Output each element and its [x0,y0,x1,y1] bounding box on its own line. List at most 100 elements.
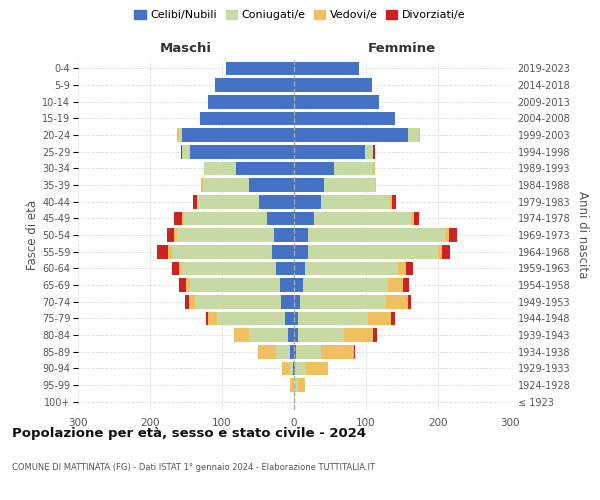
Bar [201,178,203,192]
Bar [193,195,197,208]
Bar [167,228,175,242]
Bar [276,345,290,358]
Bar [294,178,324,192]
Bar [373,162,374,175]
Bar [208,312,217,325]
Bar [294,362,295,375]
Bar [408,128,419,142]
Bar [198,195,259,208]
Bar [365,145,373,158]
Bar [194,295,281,308]
Bar [281,295,294,308]
Bar [226,62,294,75]
Bar [175,212,182,225]
Bar [294,345,296,358]
Bar [298,328,344,342]
Bar [373,328,377,342]
Bar [294,62,359,75]
Bar [300,295,386,308]
Bar [406,262,413,275]
Bar [172,245,272,258]
Bar [294,128,408,142]
Bar [286,312,294,325]
Bar [184,212,266,225]
Bar [181,145,182,158]
Bar [368,312,391,325]
Bar [186,278,190,292]
Bar [274,228,294,242]
Bar [419,128,420,142]
Bar [290,345,294,358]
Bar [204,162,236,175]
Bar [208,95,294,108]
Text: COMUNE DI MATTINATA (FG) - Dati ISTAT 1° gennaio 2024 - Elaborazione TUTTITALIA.: COMUNE DI MATTINATA (FG) - Dati ISTAT 1°… [12,462,375,471]
Bar [168,245,172,258]
Bar [294,328,298,342]
Bar [294,245,308,258]
Bar [293,362,294,375]
Bar [189,295,194,308]
Bar [190,145,294,158]
Bar [185,295,189,308]
Bar [324,178,374,192]
Bar [182,145,190,158]
Bar [344,328,373,342]
Bar [403,278,409,292]
Text: Maschi: Maschi [160,42,212,55]
Bar [308,228,445,242]
Bar [308,245,438,258]
Bar [314,212,412,225]
Bar [442,245,450,258]
Bar [294,112,395,125]
Bar [294,262,305,275]
Bar [390,195,392,208]
Bar [398,262,406,275]
Bar [179,262,182,275]
Bar [294,162,334,175]
Bar [412,212,413,225]
Bar [294,378,298,392]
Bar [294,195,322,208]
Bar [302,278,388,292]
Bar [217,312,286,325]
Bar [322,345,354,358]
Bar [289,362,293,375]
Bar [294,78,372,92]
Bar [259,195,294,208]
Bar [272,245,294,258]
Text: Femmine: Femmine [368,42,436,55]
Bar [298,378,305,392]
Bar [182,128,294,142]
Bar [178,128,179,142]
Bar [305,262,398,275]
Bar [306,362,328,375]
Bar [449,228,457,242]
Bar [296,345,322,358]
Bar [175,228,176,242]
Bar [288,328,294,342]
Bar [215,78,294,92]
Bar [294,145,365,158]
Bar [388,278,403,292]
Bar [294,295,300,308]
Bar [203,178,250,192]
Y-axis label: Anni di nascita: Anni di nascita [576,192,589,278]
Bar [182,262,276,275]
Bar [236,162,294,175]
Bar [374,178,376,192]
Bar [172,262,179,275]
Bar [276,262,294,275]
Bar [179,278,186,292]
Bar [179,128,182,142]
Bar [386,295,408,308]
Bar [157,245,168,258]
Bar [438,245,442,258]
Bar [258,345,276,358]
Bar [408,295,412,308]
Bar [290,378,294,392]
Bar [413,212,419,225]
Bar [182,212,184,225]
Bar [294,312,298,325]
Bar [391,312,395,325]
Bar [234,328,248,342]
